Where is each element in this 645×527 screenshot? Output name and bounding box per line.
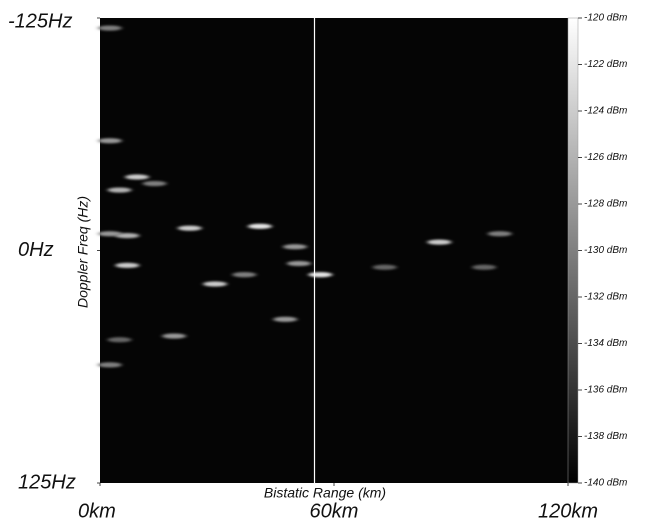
x-axis-title: Bistatic Range (km)	[264, 485, 386, 501]
detection	[273, 316, 298, 322]
detection	[107, 337, 132, 343]
colorbar-tick-label: -122 dBm	[584, 59, 627, 70]
detection	[162, 333, 187, 339]
detection	[308, 272, 333, 278]
detection	[427, 239, 452, 245]
detection	[107, 187, 132, 193]
detection	[177, 225, 202, 231]
detection	[247, 223, 272, 229]
colorbar-tick-label: -136 dBm	[584, 385, 627, 396]
colorbar-tick-label: -128 dBm	[584, 199, 627, 210]
detection	[97, 138, 122, 144]
colorbar-tick-label: -132 dBm	[584, 292, 627, 303]
y-axis-title: Doppler Freq (Hz)	[75, 196, 91, 308]
colorbar-tick-label: -140 dBm	[584, 478, 627, 489]
colorbar-tick-label: -124 dBm	[584, 106, 627, 117]
detection	[97, 231, 122, 237]
detection	[472, 264, 497, 270]
detection	[115, 262, 140, 268]
detection	[283, 244, 307, 250]
colorbar-tick-label: -130 dBm	[584, 245, 627, 256]
detection	[125, 174, 150, 180]
colorbar-tick-label: -126 dBm	[584, 152, 627, 163]
colorbar-tick-label: -134 dBm	[584, 338, 627, 349]
x-tick-label: 60km	[310, 500, 359, 522]
y-tick-label: -125Hz	[8, 10, 72, 32]
detection	[487, 231, 512, 237]
detection	[203, 281, 228, 287]
detection	[372, 264, 397, 270]
detection	[232, 272, 257, 278]
detection	[286, 260, 311, 267]
y-tick-label: 125Hz	[18, 471, 76, 493]
y-tick-label: 0Hz	[18, 239, 54, 261]
colorbar-tick-label: -138 dBm	[584, 431, 627, 442]
detection	[97, 362, 122, 368]
detection	[142, 180, 167, 187]
colorbar-tick-label: -120 dBm	[584, 13, 627, 24]
plot-area	[100, 18, 568, 483]
x-tick-label: 0km	[78, 500, 116, 522]
colorbar	[567, 17, 579, 484]
detection	[97, 25, 122, 31]
x-tick-label: 120km	[538, 500, 598, 522]
